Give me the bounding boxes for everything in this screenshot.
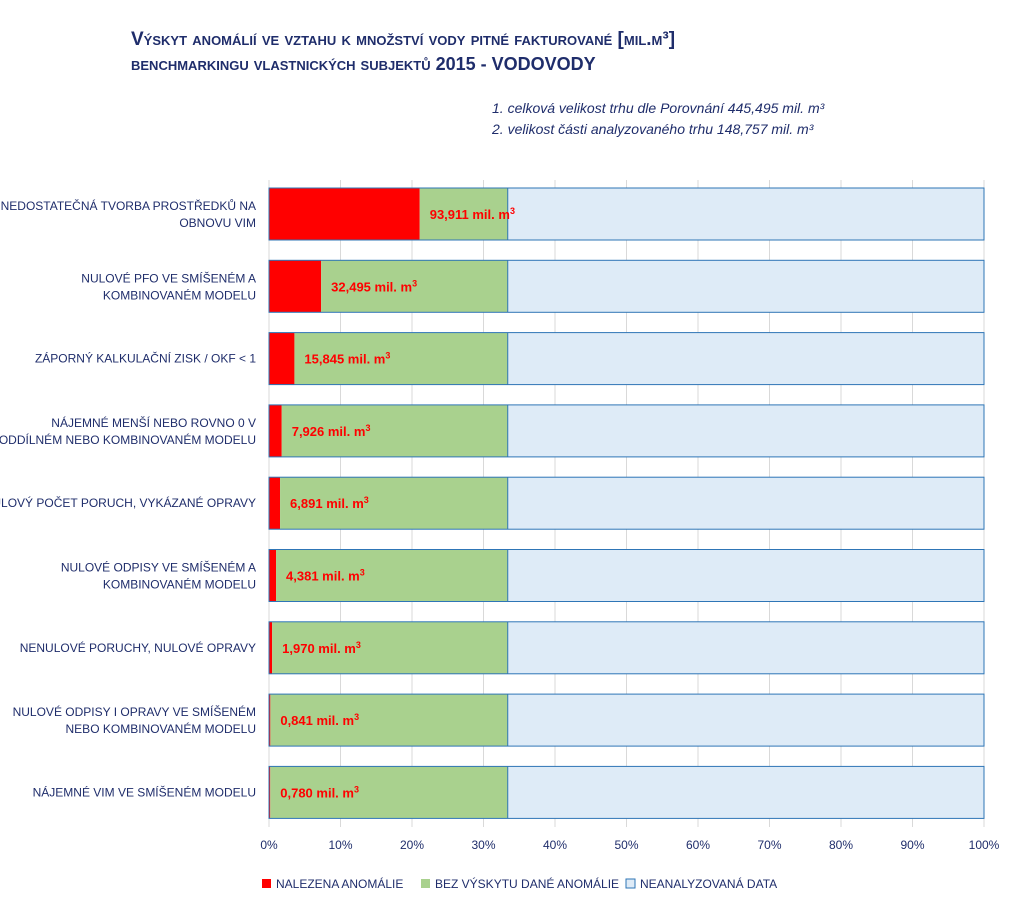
bar-outline (268, 259, 985, 313)
bar-segment-anomaly (269, 621, 273, 674)
legend-label: BEZ VÝSKYTU DANÉ ANOMÁLIE (435, 876, 619, 891)
bar-outline (268, 621, 985, 675)
x-tick-label: 60% (686, 838, 710, 852)
x-tick-label: 70% (757, 838, 781, 852)
bar-segment-unanalyzed (507, 260, 984, 313)
data-label: 4,381 mil. m3 (286, 568, 365, 584)
bar-segment-anomaly (269, 549, 277, 602)
category-label: KOMBINOVANÉM MODELU (103, 287, 256, 302)
category-label: NULOVÉ PFO VE SMÍŠENÉM A (81, 270, 256, 285)
category-label: KOMBINOVANÉM MODELU (103, 577, 256, 592)
x-tick-label: 100% (969, 838, 1000, 852)
x-tick-label: 10% (328, 838, 352, 852)
bar-outline (268, 765, 985, 819)
bar-segment-anomaly (269, 477, 281, 530)
category-label: NÁJEMNÉ MENŠÍ NEBO ROVNO 0 V (51, 415, 256, 430)
bar-segment-no-anomaly (276, 549, 508, 602)
bar-segment-no-anomaly (321, 260, 508, 313)
legend-label: NEANALYZOVANÁ DATA (640, 876, 777, 891)
chart-title-line1: Výskyt anomálií ve vztahu k množství vod… (131, 29, 676, 50)
bar-segment-anomaly (269, 694, 271, 747)
bar-outline (268, 332, 985, 386)
legend-swatch (625, 878, 636, 889)
data-label: 0,780 mil. m3 (280, 784, 359, 800)
bar-segment-unanalyzed (507, 477, 984, 530)
market-size-note: 1. celková velikost trhu dle Porovnání 4… (492, 100, 825, 116)
category-label: NEBO KOMBINOVANÉM MODELU (66, 721, 256, 736)
bar-outline (268, 476, 985, 530)
bar-outline (268, 693, 985, 747)
bar-segment-no-anomaly (270, 694, 508, 747)
bar-segment-anomaly (269, 766, 271, 819)
bar-segment-anomaly (269, 332, 295, 385)
data-label: 93,911 mil. m3 (430, 206, 515, 222)
bar-segment-no-anomaly (270, 766, 508, 819)
category-label: NULOVÉ ODPISY I OPRAVY VE SMÍŠENÉM (13, 704, 256, 719)
bar-outline (268, 404, 985, 458)
category-label: NENULOVÉ PORUCHY, NULOVÉ OPRAVY (20, 640, 256, 655)
data-label: 0,841 mil. m3 (280, 712, 359, 728)
bar-outline (268, 549, 985, 602)
bar-segment-anomaly (269, 188, 420, 240)
analyzed-market-note: 2. velikost části analyzovaného trhu 148… (492, 121, 814, 137)
data-label: 7,926 mil. m3 (292, 423, 371, 439)
bar-segment-unanalyzed (507, 188, 984, 240)
bar-segment-unanalyzed (507, 404, 984, 457)
bar-segment-unanalyzed (507, 621, 984, 674)
data-label: 32,495 mil. m3 (331, 278, 417, 294)
bar-segment-no-anomaly (419, 188, 508, 240)
category-label: ZÁPORNÝ KALKULAČNÍ ZISK / OKF < 1 (35, 351, 256, 366)
legend-swatch (421, 879, 430, 888)
bar-segment-no-anomaly (281, 404, 508, 457)
bar-segment-unanalyzed (507, 332, 984, 385)
chart-title-line2: benchmarkingu vlastnických subjektů 2015… (131, 54, 596, 74)
data-label: 15,845 mil. m3 (304, 351, 390, 367)
category-label: NEDOSTATEČNÁ TVORBA PROSTŘEDKŮ NA (1, 198, 256, 213)
category-label: NÁJEMNÉ VIM VE SMÍŠENÉM MODELU (33, 784, 256, 799)
x-tick-label: 0% (260, 838, 278, 852)
bar-segment-anomaly (269, 404, 282, 457)
category-label: ODDÍLNÉM NEBO KOMBINOVANÉM MODELU (0, 432, 256, 447)
bar-segment-no-anomaly (280, 477, 508, 530)
x-tick-label: 50% (614, 838, 638, 852)
x-tick-label: 40% (543, 838, 567, 852)
category-label: NULOVÉ ODPISY VE SMÍŠENÉM A (61, 560, 256, 575)
data-label: 1,970 mil. m3 (282, 640, 361, 656)
bar-segment-no-anomaly (272, 621, 508, 674)
x-tick-label: 30% (471, 838, 495, 852)
bar-segment-anomaly (269, 260, 322, 313)
bar-segment-unanalyzed (507, 766, 984, 819)
category-label: OBNOVU VIM (179, 216, 256, 230)
category-label: NULOVÝ POČET PORUCH, VYKÁZANÉ OPRAVY (0, 495, 256, 510)
bar-segment-no-anomaly (294, 332, 508, 385)
legend-swatch (262, 879, 271, 888)
data-label: 6,891 mil. m3 (290, 495, 369, 511)
x-tick-label: 20% (400, 838, 424, 852)
bar-segment-unanalyzed (507, 694, 984, 747)
bar-outline (268, 187, 985, 241)
x-tick-label: 80% (829, 838, 853, 852)
x-tick-label: 90% (900, 838, 924, 852)
legend-label: NALEZENA ANOMÁLIE (276, 876, 403, 891)
bar-segment-unanalyzed (507, 549, 984, 602)
